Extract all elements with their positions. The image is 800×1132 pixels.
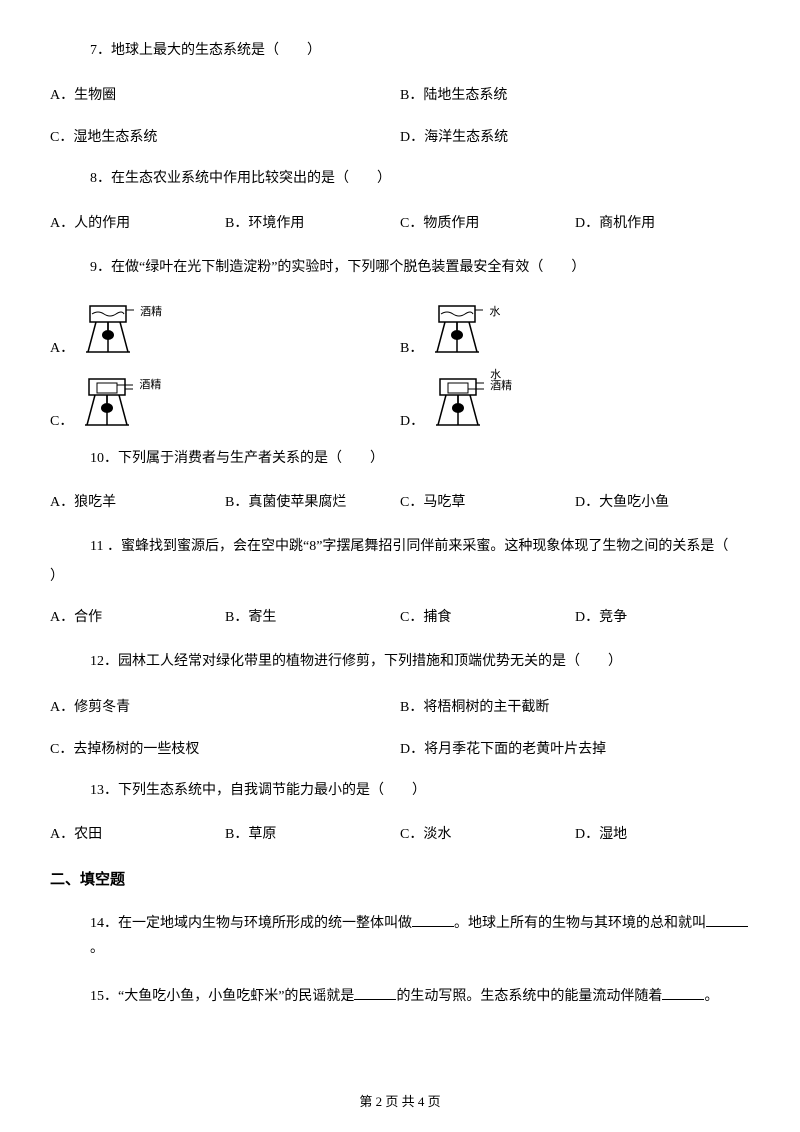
section-2-title: 二、填空题 (50, 868, 750, 889)
q8-option-c: C．物质作用 (400, 213, 575, 235)
q10-options: A．狼吃羊 B．真菌使苹果腐烂 C．马吃草 D．大鱼吃小鱼 (50, 492, 750, 514)
q10-option-d: D．大鱼吃小鱼 (575, 492, 750, 514)
apparatus-icon (428, 375, 488, 430)
q9-text-c: 酒精 (139, 376, 161, 392)
q9-label-d: D． (400, 410, 424, 430)
q10-option-c: C．马吃草 (400, 492, 575, 514)
q9-label-b: B． (400, 337, 423, 357)
q15-p2: 的生动写照。生态系统中的能量流动伴随着 (396, 989, 662, 1004)
q9-option-a: A． 酒精 (50, 302, 400, 357)
apparatus-icon (77, 375, 137, 430)
q11-option-d: D．竞争 (575, 607, 750, 629)
q7-stem: 7．地球上最大的生态系统是（ ） (90, 40, 750, 62)
q13-options: A．农田 B．草原 C．淡水 D．湿地 (50, 824, 750, 846)
q9-option-d: D． 水 酒精 (400, 375, 750, 430)
q9-text-d2: 酒精 (490, 381, 512, 392)
q15: 15．“大鱼吃小鱼，小鱼吃虾米”的民谣就是 的生动写照。生态系统中的能量流动伴随着… (90, 984, 750, 1009)
q7-options-row2: C．湿地生态系统 D．海洋生态系统 (50, 126, 750, 146)
q8-stem: 8．在生态农业系统中作用比较突出的是（ ） (90, 168, 750, 190)
q12-options-row2: C．去掉杨树的一些枝杈 D．将月季花下面的老黄叶片去掉 (50, 738, 750, 758)
q9-option-c: C． 酒精 (50, 375, 400, 430)
q11-option-c: C．捕食 (400, 607, 575, 629)
q12-option-a: A．修剪冬青 (50, 696, 400, 716)
q14-p2: 。地球上所有的生物与其环境的总和就叫 (454, 916, 706, 931)
q11-option-a: A．合作 (50, 607, 225, 629)
apparatus-icon (427, 302, 487, 357)
q9-option-b: B． 水 (400, 302, 750, 357)
q12-option-d: D．将月季花下面的老黄叶片去掉 (400, 738, 750, 758)
q15-p3: 。 (704, 989, 718, 1004)
q13-option-d: D．湿地 (575, 824, 750, 846)
q12-options-row1: A．修剪冬青 B．将梧桐树的主干截断 (50, 696, 750, 716)
q8-options: A．人的作用 B．环境作用 C．物质作用 D．商机作用 (50, 213, 750, 235)
q13-stem: 13．下列生态系统中，自我调节能力最小的是（ ） (90, 780, 750, 802)
q13-option-c: C．淡水 (400, 824, 575, 846)
q12-option-b: B．将梧桐树的主干截断 (400, 696, 750, 716)
q11-option-b: B．寄生 (225, 607, 400, 629)
q7-option-c: C．湿地生态系统 (50, 126, 400, 146)
q11-options: A．合作 B．寄生 C．捕食 D．竞争 (50, 607, 750, 629)
q12-stem: 12．园林工人经常对绿化带里的植物进行修剪，下列措施和顶端优势无关的是（ ） (90, 651, 750, 673)
q9-label-a: A． (50, 337, 74, 357)
q14-p1: 14．在一定地域内生物与环境所形成的统一整体叫做 (90, 916, 412, 931)
q8-option-d: D．商机作用 (575, 213, 750, 235)
q11-stem-line2: ） (50, 565, 750, 585)
q8-option-b: B．环境作用 (225, 213, 400, 235)
apparatus-icon (78, 302, 138, 357)
q10-stem: 10．下列属于消费者与生产者关系的是（ ） (90, 448, 750, 470)
q9-text-b: 水 (489, 303, 500, 319)
blank-line (354, 986, 396, 1000)
q9-stem: 9．在做“绿叶在光下制造淀粉”的实验时，下列哪个脱色装置最安全有效（ ） (90, 257, 750, 279)
q9-text-d1: 水 (490, 370, 512, 381)
blank-line (662, 986, 704, 1000)
q12-option-c: C．去掉杨树的一些枝杈 (50, 738, 400, 758)
q8-option-a: A．人的作用 (50, 213, 225, 235)
q9-label-c: C． (50, 410, 73, 430)
q7-option-d: D．海洋生态系统 (400, 126, 750, 146)
blank-line (412, 913, 454, 927)
q7-option-a: A．生物圈 (50, 84, 400, 104)
q7-options-row1: A．生物圈 B．陆地生态系统 (50, 84, 750, 104)
q9-text-a: 酒精 (140, 303, 162, 319)
q11-stem-line1: 11 ．蜜蜂找到蜜源后，会在空中跳“8”字摆尾舞招引同伴前来采蜜。这种现象体现了… (90, 536, 750, 558)
blank-line (706, 913, 748, 927)
q9-img-row1: A． 酒精 B． (50, 302, 750, 357)
q9-img-row2: C． 酒精 D． (50, 375, 750, 430)
q13-option-b: B．草原 (225, 824, 400, 846)
q15-p1: 15．“大鱼吃小鱼，小鱼吃虾米”的民谣就是 (90, 989, 354, 1004)
q10-option-a: A．狼吃羊 (50, 492, 225, 514)
q10-option-b: B．真菌使苹果腐烂 (225, 492, 400, 514)
page-footer: 第 2 页 共 4 页 (0, 1091, 800, 1110)
q13-option-a: A．农田 (50, 824, 225, 846)
q7-option-b: B．陆地生态系统 (400, 84, 750, 104)
q14-p3: 。 (90, 941, 104, 956)
q14: 14．在一定地域内生物与环境所形成的统一整体叫做 。地球上所有的生物与其环境的总和… (90, 911, 750, 961)
